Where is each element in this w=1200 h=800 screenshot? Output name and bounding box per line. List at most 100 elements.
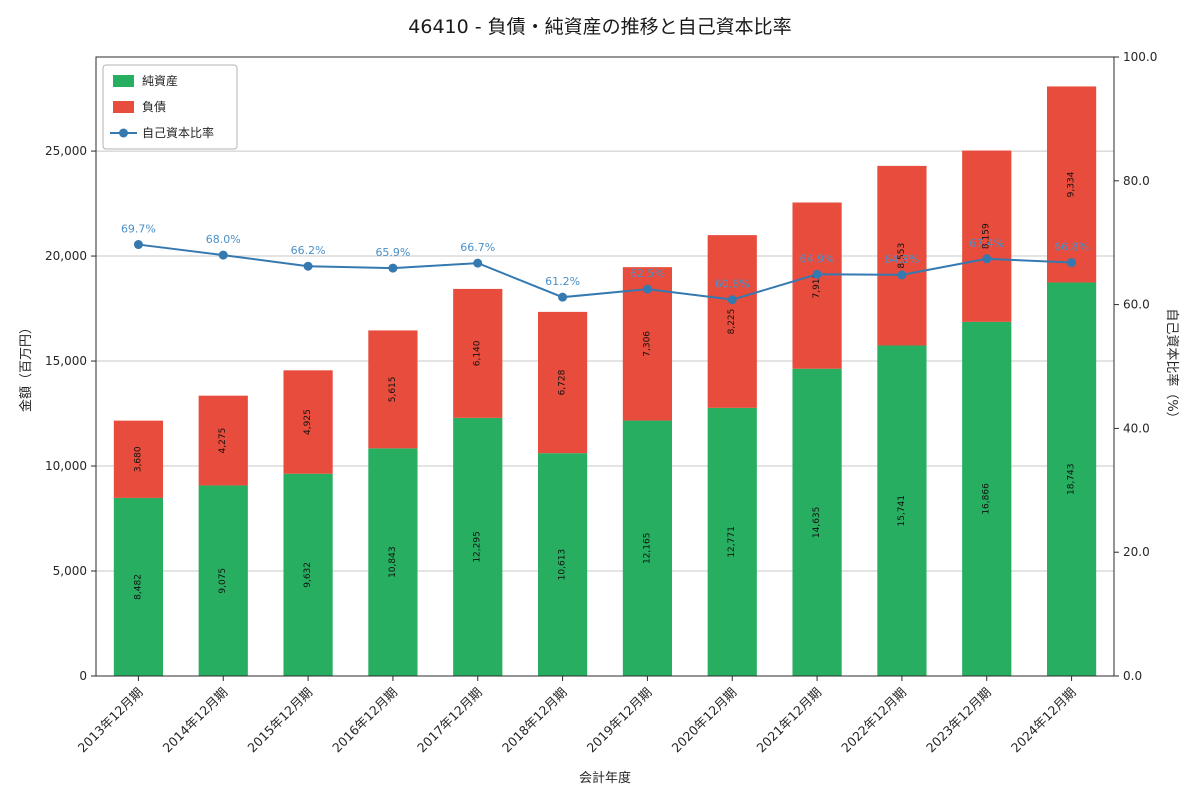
equity-ratio-label: 68.0%	[206, 233, 241, 246]
plot-border	[95, 56, 1115, 677]
left-tick-label: 15,000	[45, 354, 87, 368]
net-assets-value-label: 9,632	[303, 562, 313, 588]
equity-ratio-marker	[303, 261, 313, 271]
net-assets-value-label: 12,771	[727, 526, 737, 558]
equity-ratio-marker	[812, 269, 822, 279]
net-assets-value-label: 9,075	[218, 568, 228, 594]
liabilities-value-label: 4,275	[218, 428, 228, 454]
bar-liabilities	[707, 235, 757, 408]
net-assets-value-label: 10,613	[558, 549, 568, 581]
legend-swatch-net-assets	[113, 75, 134, 87]
liabilities-value-label: 9,334	[1067, 171, 1077, 197]
liabilities-value-label: 6,140	[473, 340, 483, 366]
right-tick-label: 20.0	[1123, 545, 1150, 559]
liabilities-value-label: 7,306	[642, 331, 652, 357]
x-tick-label: 2023年12月期	[923, 685, 994, 756]
legend-label-equity-ratio: 自己資本比率	[142, 125, 214, 140]
equity-ratio-marker	[727, 295, 737, 305]
bar-liabilities	[453, 288, 503, 418]
equity-ratio-marker	[388, 263, 398, 273]
x-tick-label: 2018年12月期	[499, 685, 570, 756]
equity-ratio-label: 60.8%	[715, 278, 750, 291]
bar-liabilities	[283, 370, 333, 474]
x-tick-label: 2019年12月期	[584, 685, 655, 756]
equity-ratio-label: 65.9%	[375, 246, 410, 259]
bar-liabilities	[198, 395, 248, 486]
bar-liabilities	[368, 330, 418, 449]
equity-ratio-label: 61.2%	[545, 275, 580, 288]
legend-box	[102, 64, 238, 150]
bar-net-assets	[792, 368, 842, 676]
left-tick-label: 0	[79, 669, 87, 683]
equity-ratio-marker	[133, 240, 143, 250]
net-assets-value-label: 12,165	[642, 533, 652, 565]
equity-ratio-label: 64.9%	[800, 252, 835, 265]
equity-ratio-label: 66.7%	[460, 241, 495, 254]
left-tick-label: 5,000	[53, 564, 87, 578]
right-tick-label: 80.0	[1123, 174, 1150, 188]
net-assets-value-label: 16,866	[982, 483, 992, 515]
net-assets-value-label: 14,635	[812, 507, 822, 539]
liabilities-value-label: 6,728	[558, 369, 568, 395]
net-assets-value-label: 10,843	[388, 546, 398, 578]
equity-ratio-label: 66.8%	[1054, 241, 1089, 254]
bar-liabilities	[537, 311, 588, 454]
equity-ratio-marker	[642, 284, 652, 294]
bar-net-assets	[537, 453, 588, 676]
x-tick-label: 2016年12月期	[329, 685, 400, 756]
bar-value-labels: 8,482 3,680 9,075 4,275 9,632 4,925 10,843 5,61…	[133, 171, 1076, 600]
legend-marker-equity-ratio	[119, 128, 128, 138]
liabilities-value-label: 8,159	[982, 223, 992, 249]
equity-ratio-marker	[1067, 258, 1077, 268]
x-tick-label: 2022年12月期	[838, 685, 909, 756]
right-tick-label: 0.0	[1123, 669, 1142, 683]
net-assets-value-label: 8,482	[133, 574, 143, 600]
liabilities-value-label: 7,915	[812, 273, 822, 299]
x-tick-label: 2024年12月期	[1008, 685, 1079, 756]
equity-ratio-marker	[982, 254, 992, 264]
liabilities-value-label: 8,553	[897, 243, 907, 269]
equity-ratio-marker	[558, 292, 568, 302]
y-axis-title-right: 自己資本比率（%）	[1164, 308, 1180, 424]
equity-ratio-label: 66.2%	[291, 244, 326, 257]
x-tick-label: 2015年12月期	[244, 685, 315, 756]
bar-liabilities	[113, 420, 164, 498]
y-axis-title-left: 金額（百万円）	[18, 321, 34, 412]
bar-net-assets	[622, 420, 673, 676]
bar-net-assets	[368, 448, 418, 676]
chart-title: 46410 - 負債・純資産の推移と自己資本比率	[408, 16, 792, 38]
bar-net-assets	[113, 497, 164, 676]
liabilities-value-label: 8,225	[727, 309, 737, 335]
equity-ratio-line	[138, 243, 1072, 301]
bar-net-assets	[877, 345, 927, 676]
equity-ratio-label: 62.5%	[630, 267, 665, 280]
bar-liabilities	[962, 150, 1012, 322]
bars	[113, 86, 1097, 676]
right-tick-label: 60.0	[1123, 298, 1150, 312]
bar-liabilities	[792, 202, 842, 369]
bar-liabilities	[1046, 86, 1097, 283]
bar-net-assets	[962, 321, 1012, 676]
liabilities-value-label: 5,615	[388, 376, 398, 402]
equity-ratio-marker	[218, 250, 228, 260]
x-axis-title: 会計年度	[579, 770, 631, 786]
bar-net-assets	[453, 417, 503, 676]
liabilities-value-label: 4,925	[303, 409, 313, 435]
equity-ratio-label: 67.4%	[969, 237, 1004, 250]
equity-ratio-marker	[473, 258, 483, 268]
legend-swatch-liabilities	[113, 101, 134, 113]
bar-net-assets	[283, 473, 333, 676]
liabilities-value-label: 3,680	[133, 446, 143, 472]
x-tick-label: 2014年12月期	[160, 685, 231, 756]
right-tick-label: 40.0	[1123, 421, 1150, 435]
net-assets-value-label: 18,743	[1067, 463, 1077, 495]
x-tick-label: 2013年12月期	[75, 685, 146, 756]
legend-label-liabilities: 負債	[142, 99, 166, 114]
x-tick-label: 2021年12月期	[753, 685, 824, 756]
equity-ratio-marker	[897, 270, 907, 280]
bar-net-assets	[1046, 282, 1097, 676]
equity-ratio-label: 64.8%	[884, 253, 919, 266]
